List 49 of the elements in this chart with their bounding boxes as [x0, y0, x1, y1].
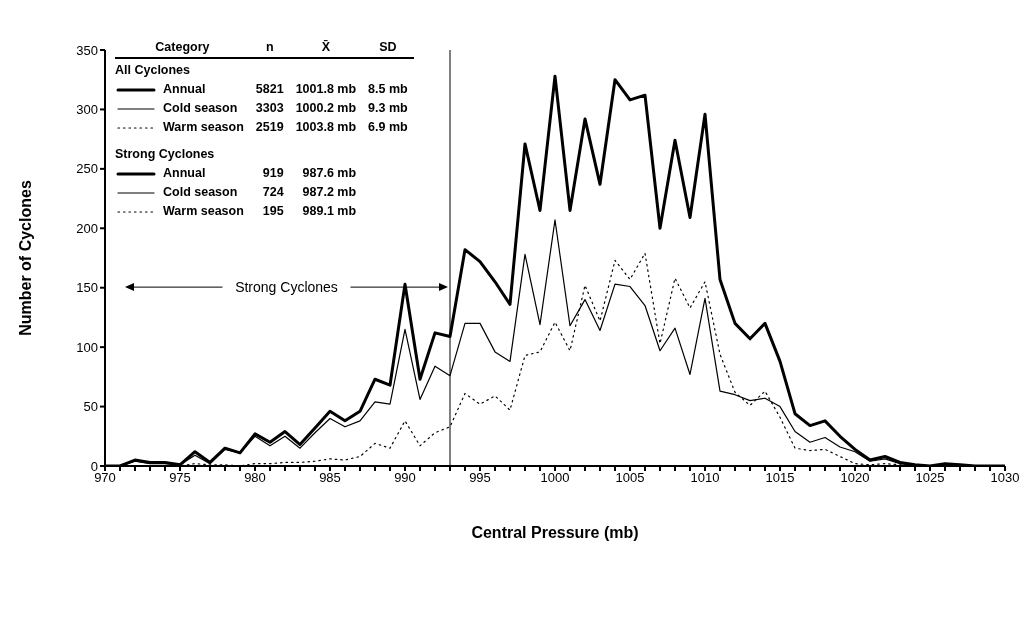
annotation: 6.9 mb — [367, 119, 409, 136]
y-tick-label: 50 — [83, 399, 98, 415]
annotation: 1001.8 mb — [294, 81, 358, 98]
annotation: 8.5 mb — [367, 81, 409, 98]
y-tick-label: 200 — [76, 220, 98, 236]
annotation: 3303 — [254, 100, 285, 117]
x-tick-label: 980 — [244, 470, 266, 486]
x-tick-label: 990 — [394, 470, 416, 486]
annotation: 5821 — [254, 81, 285, 98]
annotation: Category — [154, 39, 211, 56]
annotation: 2519 — [254, 119, 285, 136]
y-tick-label: 250 — [76, 161, 98, 177]
annotation: 724 — [261, 184, 285, 201]
x-tick-label: 1030 — [990, 470, 1020, 486]
annotation: n — [264, 39, 275, 56]
annotation: Annual — [162, 165, 207, 182]
x-axis-title: Central Pressure (mb) — [471, 524, 639, 541]
x-tick-label: 1005 — [615, 470, 645, 486]
x-tick-label: 1015 — [765, 470, 795, 486]
y-axis-title: Number of Cyclones — [16, 180, 34, 336]
annotation: 1003.8 mb — [294, 119, 358, 136]
y-tick-label: 350 — [76, 42, 98, 58]
y-tick-label: 150 — [76, 280, 98, 296]
annotation: Cold season — [162, 184, 239, 201]
legend-label: Annual — [162, 81, 207, 98]
x-tick-label: 1020 — [840, 470, 870, 486]
annotation: 9.3 mb — [367, 100, 409, 117]
x-tick-label: 995 — [469, 470, 491, 486]
legend-label: Cold season — [162, 100, 239, 117]
y-tick-label: 100 — [76, 339, 98, 355]
annotation: 987.6 mb — [301, 165, 358, 182]
annotation: Strong Cyclones — [235, 279, 338, 296]
x-tick-label: 1010 — [690, 470, 720, 486]
annotation: 989.1 mb — [301, 203, 358, 220]
annotation: 987.2 mb — [301, 184, 358, 201]
annotation: 919 — [261, 165, 285, 182]
x-tick-label: 1000 — [540, 470, 570, 486]
legend-label: Warm season — [162, 119, 245, 136]
x-tick-label: 985 — [319, 470, 341, 486]
y-tick-label: 300 — [76, 102, 98, 118]
annotation: X̄ — [320, 39, 332, 56]
annotation: SD — [378, 39, 398, 56]
annotation: Warm season — [162, 203, 245, 220]
annotation: 195 — [261, 203, 285, 220]
annotation: Strong Cyclones — [115, 146, 216, 163]
annotation: 1000.2 mb — [294, 100, 358, 117]
annotation: All Cyclones — [115, 62, 192, 79]
x-tick-label: 1025 — [915, 470, 945, 486]
x-tick-label: 975 — [169, 470, 191, 486]
